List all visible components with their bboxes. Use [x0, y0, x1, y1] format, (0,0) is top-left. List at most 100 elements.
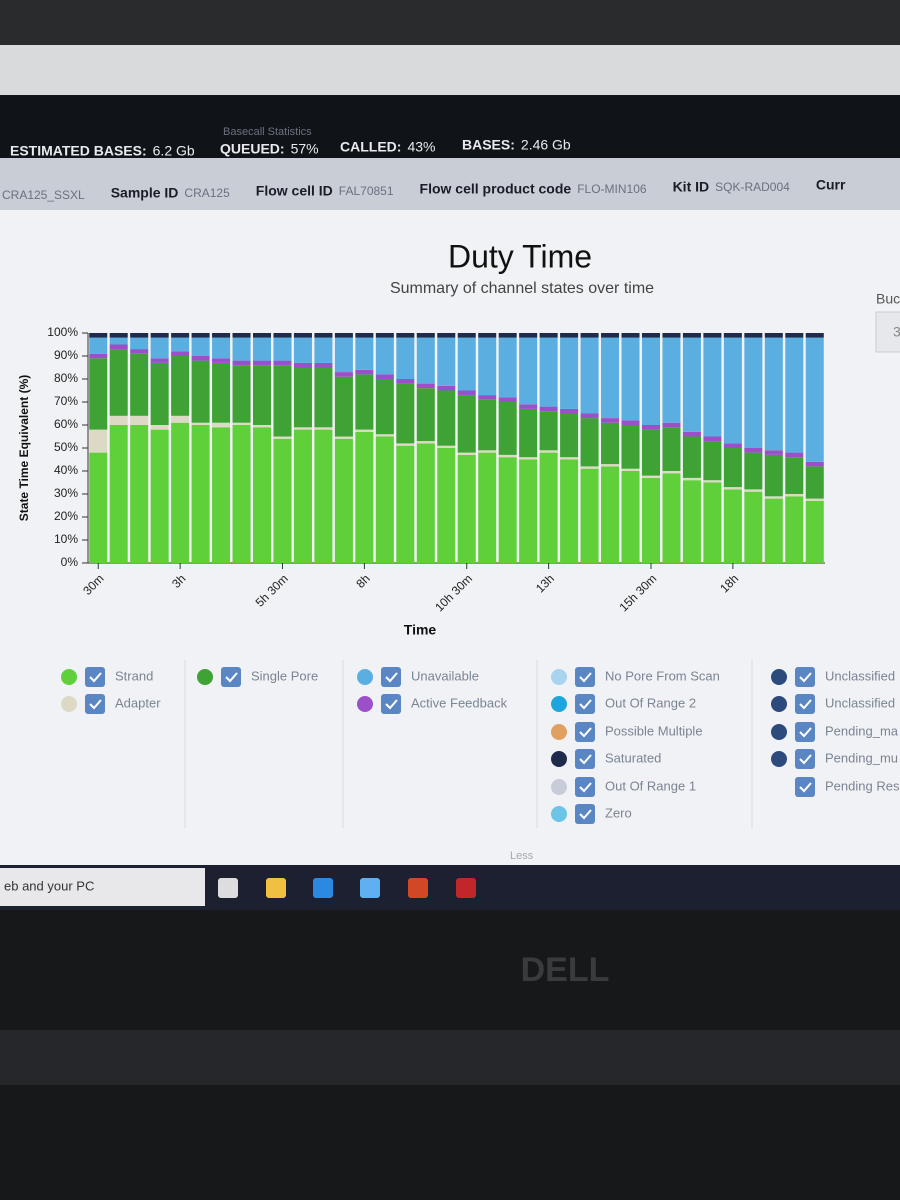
bar-segment [273, 365, 292, 437]
bar-segment [212, 333, 231, 338]
legend-label: Active Feedback [411, 695, 508, 710]
bar-segment [805, 498, 824, 501]
legend-checkbox[interactable] [575, 777, 595, 797]
taskbar-icon[interactable] [266, 878, 286, 898]
legend-checkbox[interactable] [795, 749, 815, 769]
legend-dot [551, 751, 567, 767]
bar-segment [703, 482, 722, 563]
bar-segment [191, 425, 210, 563]
check-mark [89, 672, 102, 683]
bar-segment [416, 441, 435, 444]
bar-segment [457, 390, 476, 396]
legend-label: Unclassified [825, 668, 895, 683]
bar-segment [253, 333, 272, 338]
bar-segment [355, 333, 374, 338]
bar-segment [273, 360, 292, 366]
bar-segment [150, 358, 169, 363]
legend-label: Pending_ma [825, 723, 899, 738]
bar-segment [621, 468, 640, 471]
info-value: FLO-MIN106 [577, 182, 647, 196]
bar-segment [560, 333, 579, 338]
y-tick-label: 90% [54, 348, 78, 362]
check-mark [225, 672, 238, 683]
bar-segment [375, 436, 394, 563]
bar-segment [273, 438, 292, 563]
bar-segment [601, 337, 620, 419]
legend-checkbox[interactable] [381, 667, 401, 687]
legend-label: Out Of Range 2 [605, 695, 696, 710]
bar-segment [621, 333, 640, 338]
bar-segment [130, 349, 149, 354]
bar-segment [641, 475, 660, 478]
legend-checkbox[interactable] [381, 694, 401, 714]
legend-label: Unavailable [411, 668, 479, 683]
bar-segment [478, 333, 497, 338]
bar-segment [355, 369, 374, 375]
bar-segment [212, 427, 231, 563]
bar-segment [109, 349, 128, 416]
legend-label: Out Of Range 1 [605, 778, 696, 793]
bar-segment [150, 337, 169, 359]
bar-segment [89, 429, 108, 453]
bar-segment [396, 379, 415, 384]
info-label: Flow cell product code [420, 181, 572, 197]
bar-segment [519, 408, 538, 458]
check-mark [579, 699, 592, 710]
info-label: Flow cell ID [256, 183, 333, 199]
legend-label: Unclassified [825, 695, 895, 710]
y-tick-label: 50% [54, 440, 78, 454]
bar-segment [641, 429, 660, 476]
legend-checkbox[interactable] [795, 722, 815, 742]
legend-checkbox[interactable] [575, 694, 595, 714]
bar-segment [191, 422, 210, 425]
legend-checkbox[interactable] [575, 722, 595, 742]
legend-checkbox[interactable] [85, 694, 105, 714]
x-axis-label: Time [404, 622, 437, 638]
less-toggle[interactable]: Less [510, 850, 534, 862]
taskbar-icon[interactable] [218, 878, 238, 898]
legend-checkbox[interactable] [575, 804, 595, 824]
bar-segment [396, 333, 415, 338]
bar-segment [89, 452, 108, 563]
bar-segment [764, 333, 783, 338]
bar-segment [253, 337, 272, 361]
info-value: CRA125_SSXL [2, 188, 85, 202]
bar-segment [785, 457, 804, 494]
search-box[interactable] [0, 868, 205, 906]
side-input[interactable] [875, 311, 900, 353]
legend-checkbox[interactable] [795, 694, 815, 714]
bar-segment [805, 333, 824, 338]
bar-segment [498, 333, 517, 338]
bar-segment [785, 337, 804, 453]
bar-segment [519, 459, 538, 563]
bar-segment [171, 422, 190, 563]
legend-checkbox[interactable] [795, 667, 815, 687]
taskbar-icon[interactable] [408, 878, 428, 898]
legend-label: No Pore From Scan [605, 668, 720, 683]
bar-segment [171, 415, 190, 423]
bar-segment [682, 436, 701, 478]
taskbar-icon[interactable] [360, 878, 380, 898]
taskbar-icon[interactable] [313, 878, 333, 898]
taskbar-icon[interactable] [456, 878, 476, 898]
legend-label: Single Pore [251, 668, 318, 683]
legend-checkbox[interactable] [575, 667, 595, 687]
check-mark [799, 782, 812, 793]
bar-segment [560, 337, 579, 409]
bar-segment [314, 362, 333, 368]
bar-segment [232, 333, 251, 338]
legend-checkbox[interactable] [85, 667, 105, 687]
check-mark [385, 699, 398, 710]
y-axis-label: State Time Equivalent (%) [17, 375, 31, 521]
legend-checkbox[interactable] [795, 777, 815, 797]
bar-segment [539, 337, 558, 407]
bar-segment [764, 496, 783, 499]
bar-segment [171, 356, 190, 416]
legend-checkbox[interactable] [221, 667, 241, 687]
bar-segment [601, 464, 620, 467]
bar-segment [744, 448, 763, 453]
bar-segment [621, 337, 640, 421]
bar-segment [89, 337, 108, 354]
legend-checkbox[interactable] [575, 749, 595, 769]
bar-segment [375, 379, 394, 435]
